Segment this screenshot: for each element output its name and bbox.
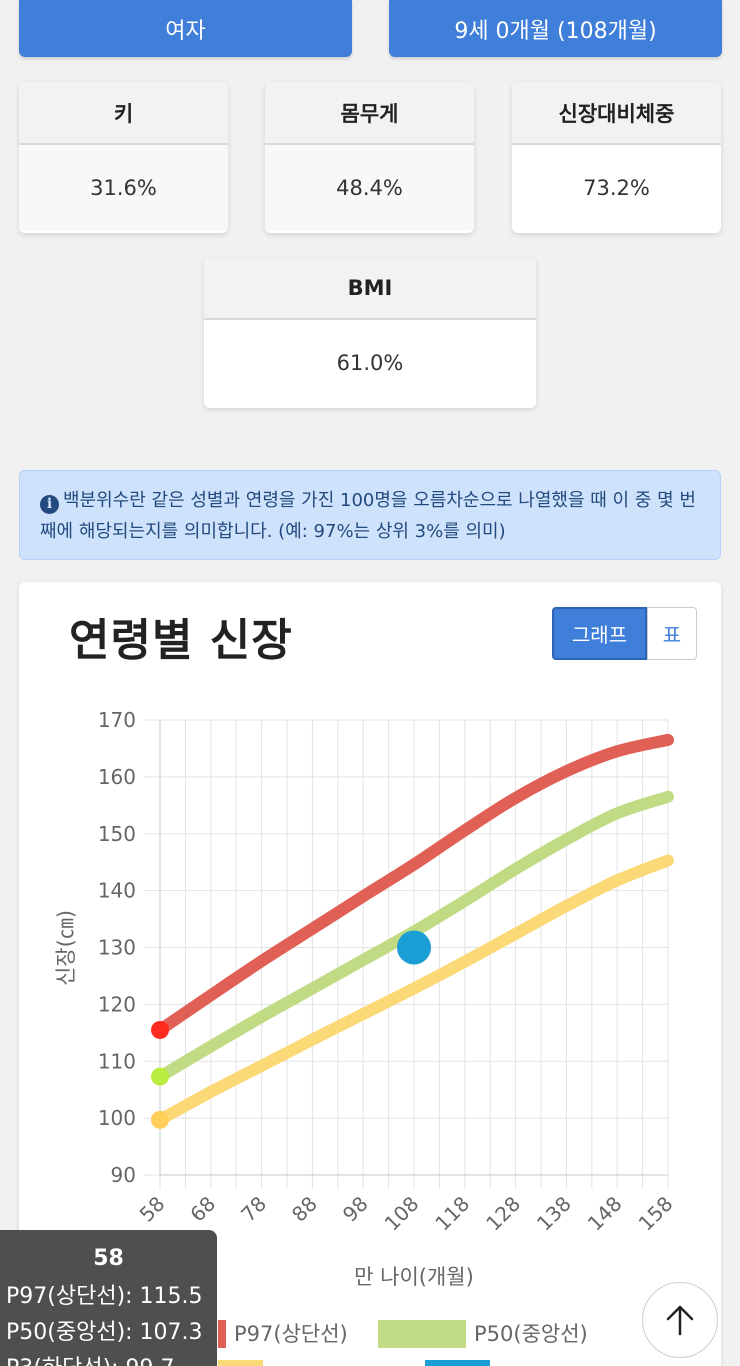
- stat-card-weight-for-height: 신장대비체중 73.2%: [512, 82, 721, 233]
- arrow-up-icon: [666, 1305, 694, 1336]
- stat-value: 48.4%: [265, 145, 474, 231]
- chart-title: 연령별 신장: [69, 615, 293, 666]
- stat-card-bmi: BMI 61.0%: [204, 257, 536, 408]
- stat-label: 신장대비체중: [512, 82, 721, 145]
- scroll-to-top-button[interactable]: [642, 1282, 718, 1358]
- info-text: 백분위수란 같은 성별과 연령을 가진 100명을 오름차순으로 나열했을 때 …: [40, 490, 696, 542]
- stat-label: BMI: [204, 257, 536, 320]
- tooltip-title: 58: [93, 1246, 124, 1271]
- age-select-button[interactable]: 9세 0개월 (108개월): [389, 0, 722, 57]
- chart-tooltip: 58 P97(상단선): 115.5 P50(중앙선): 107.3 P3(하단…: [0, 1230, 217, 1366]
- stat-card-weight: 몸무게 48.4%: [265, 82, 474, 233]
- graph-view-button[interactable]: 그래프: [552, 607, 647, 660]
- percentile-info-alert: i 백분위수란 같은 성별과 연령을 가진 100명을 오름차순으로 나열했을 때…: [19, 470, 721, 560]
- info-icon: i: [40, 495, 59, 514]
- gender-select-button[interactable]: 여자: [19, 0, 352, 57]
- stat-value: 61.0%: [336, 351, 404, 375]
- stat-value: 31.6%: [19, 145, 228, 231]
- stat-card-height: 키 31.6%: [19, 82, 228, 233]
- table-view-button[interactable]: 표: [647, 607, 697, 660]
- stat-label: 몸무게: [265, 82, 474, 145]
- stat-label: 키: [19, 82, 228, 145]
- stat-value: 73.2%: [583, 176, 650, 200]
- tooltip-row-p3: P3(하단선): 99.7: [0, 1351, 217, 1366]
- tooltip-row-p97: P97(상단선): 115.5: [6, 1284, 203, 1309]
- tooltip-row-p50: P50(중앙선): 107.3: [6, 1320, 203, 1345]
